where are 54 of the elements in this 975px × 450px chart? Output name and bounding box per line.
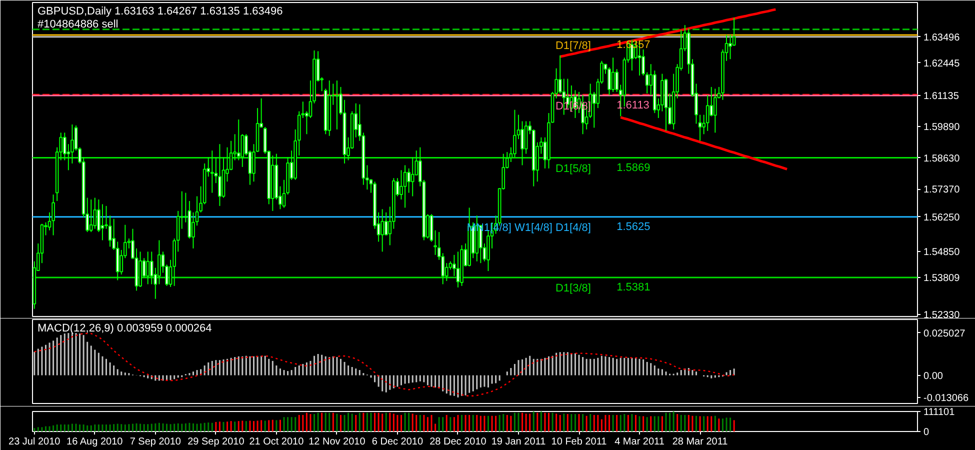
y-tick-label: 0.00 xyxy=(924,370,944,382)
y-tick-label: 0.025027 xyxy=(924,328,966,340)
x-tick-label: 4 Mar 2011 xyxy=(614,436,665,448)
candlestick xyxy=(380,208,384,252)
y-tick-label: 1.59890 xyxy=(924,122,960,133)
line-series xyxy=(619,116,788,170)
candlestick xyxy=(410,156,414,197)
candlestick xyxy=(100,204,104,241)
candlestick xyxy=(456,251,460,288)
x-tick-label: 29 Sep 2010 xyxy=(188,436,245,448)
y-tick-label: 1.58630 xyxy=(924,153,960,164)
y-tick-label: 1.62445 xyxy=(924,58,960,70)
y-tick-label: 111101 xyxy=(924,407,956,418)
annotation: 1.5381 xyxy=(616,282,650,294)
annotation: 1.5869 xyxy=(616,162,650,174)
ref-line-label: D1[5/8] xyxy=(555,162,591,175)
candlestick xyxy=(513,109,516,158)
candlestick xyxy=(210,150,214,194)
x-tick-label: 10 Feb 2011 xyxy=(551,436,608,448)
candlestick xyxy=(52,194,55,236)
x-tick-label: 21 Oct 2010 xyxy=(249,436,304,448)
chart-title: GBPUSD,Daily 1.63163 1.64267 1.63135 1.63496 xyxy=(38,6,283,18)
x-tick-label: 28 Dec 2010 xyxy=(430,436,487,448)
candlestick xyxy=(89,198,93,233)
y-tick-label: 1.52330 xyxy=(924,310,960,321)
ref-line-label: D1[3/8] xyxy=(555,282,591,295)
y-tick-label: 1.56250 xyxy=(924,212,960,224)
y-tick-label: 1.57370 xyxy=(924,184,960,196)
y-tick-label: 1.54850 xyxy=(924,247,960,258)
x-tick-label: 16 Aug 2010 xyxy=(66,436,124,448)
candlestick xyxy=(403,164,407,208)
x-tick-label: 6 Dec 2010 xyxy=(372,436,424,448)
x-tick-label: 19 Jan 2011 xyxy=(491,436,546,448)
x-tick-label: 12 Nov 2010 xyxy=(308,436,366,448)
y-tick-label: 0 xyxy=(924,427,930,438)
candlestick xyxy=(146,251,150,285)
y-tick-label: 1.63496 xyxy=(924,32,960,44)
candlestick xyxy=(236,119,240,161)
candlestick xyxy=(218,144,222,206)
candlestick xyxy=(713,88,717,134)
x-tick-label: 7 Sep 2010 xyxy=(130,436,182,448)
candlestick xyxy=(335,80,339,130)
y-tick-label: 1.61135 xyxy=(924,91,960,102)
annotation: 1.5625 xyxy=(616,220,650,233)
ref-line-label: D1[7/8] xyxy=(555,40,591,52)
line-series xyxy=(34,332,735,396)
x-tick-label: 28 Mar 2011 xyxy=(672,436,728,448)
x-tick-label: 23 Jul 2010 xyxy=(8,436,61,448)
y-tick-label: -0.013066 xyxy=(924,392,969,404)
y-tick-label: 1.53809 xyxy=(924,273,960,284)
candlestick xyxy=(611,57,615,92)
chart-title: MACD(12,26,9) 0.003959 0.000264 xyxy=(38,322,212,334)
candlestick xyxy=(93,197,97,230)
text: #104864886 sell xyxy=(38,18,118,30)
